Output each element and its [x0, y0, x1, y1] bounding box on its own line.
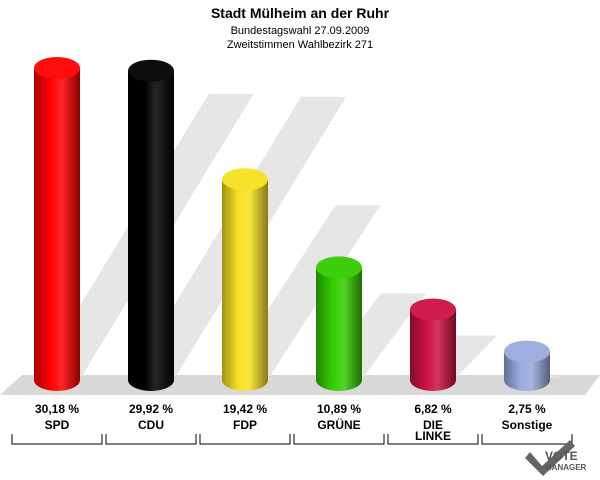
- category-label-spd: SPD: [45, 418, 70, 432]
- bar-fdp: [222, 168, 268, 391]
- value-label-fdp: 19,42 %: [223, 402, 267, 416]
- category-bracket-die-linke: [387, 434, 479, 445]
- category-label-sonstige: Sonstige: [502, 418, 553, 432]
- logo-line-2: MANAGER: [545, 463, 587, 472]
- chart-title: Stadt Mülheim an der Ruhr: [211, 5, 390, 21]
- logo-line-1: VOTE: [545, 449, 578, 463]
- value-label-cdu: 29,92 %: [129, 402, 173, 416]
- category-label-die-linke-2: LINKE: [415, 429, 451, 443]
- value-labels: 30,18 % 29,92 % 19,42 % 10,89 % 6,82 % 2,75 %: [35, 402, 546, 416]
- bar-sonstige: [504, 340, 550, 391]
- chart-subtitle-line-2: Zweitstimmen Wahlbezirk 271: [227, 39, 373, 51]
- value-label-sonstige: 2,75 %: [508, 402, 546, 416]
- category-label-die-linke-1: DIE: [423, 418, 443, 432]
- bar-spd: [34, 57, 80, 391]
- category-bracket-gr-ne: [293, 434, 385, 445]
- category-bracket-fdp: [199, 434, 291, 445]
- bar-die-linke: [410, 298, 456, 391]
- bar-shadows: [37, 94, 568, 378]
- value-label-spd: 30,18 %: [35, 402, 79, 416]
- category-label-fdp: FDP: [233, 418, 257, 432]
- category-bracket-sonstige: [481, 434, 573, 445]
- category-bracket-cdu: [105, 434, 197, 445]
- bars: [34, 57, 550, 392]
- category-label-gr-ne: GRÜNE: [317, 417, 360, 432]
- value-label-gr-ne: 10,89 %: [317, 402, 361, 416]
- checkmark-icon: [525, 440, 575, 476]
- value-label-die-linke: 6,82 %: [414, 402, 452, 416]
- category-label-cdu: CDU: [138, 418, 164, 432]
- bar-gr-ne: [316, 256, 362, 391]
- bar-cdu: [128, 59, 174, 392]
- votemanager-logo: VOTE MANAGER: [525, 440, 587, 476]
- category-bracket-spd: [11, 434, 103, 445]
- chart-subtitle-line-1: Bundestagswahl 27.09.2009: [231, 25, 370, 37]
